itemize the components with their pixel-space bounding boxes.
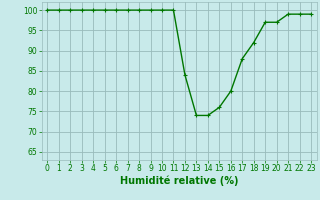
X-axis label: Humidité relative (%): Humidité relative (%)	[120, 176, 238, 186]
